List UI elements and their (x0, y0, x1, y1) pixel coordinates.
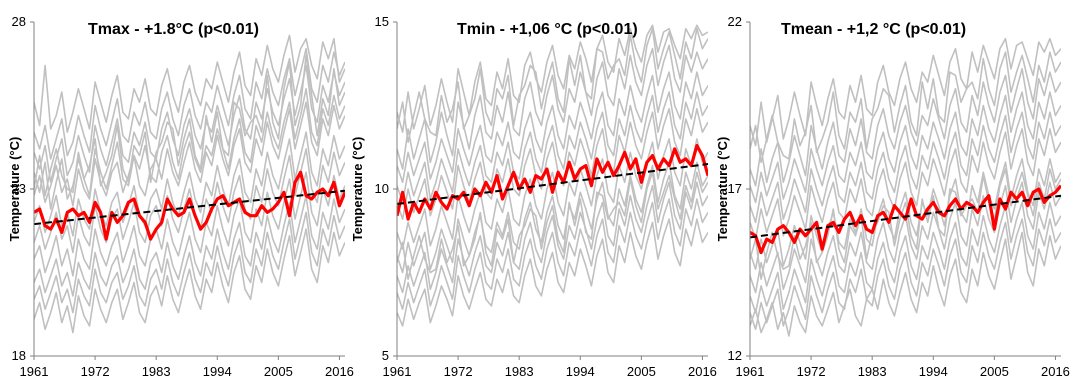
station-series-line (397, 44, 708, 170)
x-tick-label: 2005 (980, 364, 1009, 379)
station-series-line (397, 161, 708, 274)
x-tick-label: 1983 (505, 364, 534, 379)
station-series-line (34, 34, 345, 133)
station-series-line (750, 128, 1061, 240)
y-tick-label: 5 (382, 348, 389, 363)
x-tick-label: 1961 (383, 364, 412, 379)
station-series-line (397, 24, 708, 133)
mean-series-line (34, 170, 345, 241)
station-series-line (750, 218, 1061, 331)
station-series-group (397, 24, 708, 327)
station-series-line (750, 111, 1061, 224)
station-series-line (34, 54, 345, 197)
station-series-line (34, 228, 345, 334)
x-tick-label: 1994 (203, 364, 232, 379)
station-series-group (34, 34, 345, 334)
station-series-line (34, 148, 345, 254)
station-series-group (750, 37, 1061, 337)
mean-series-line (397, 144, 708, 221)
chart-panel-2: 5 10 15 1961 1972 1983 1994 2005 2016 Tmin - +1,0… (350, 14, 717, 379)
y-tick-label: 22 (728, 14, 742, 29)
trend-line (33, 189, 346, 226)
y-tick-label: 28 (12, 14, 26, 29)
x-tick-label: 1972 (797, 364, 826, 379)
station-series-line (397, 181, 708, 294)
x-tick-label: 1994 (566, 364, 595, 379)
station-series-line (397, 71, 708, 184)
station-series-line (750, 37, 1061, 147)
y-tick-label: 12 (728, 348, 742, 363)
y-axis-title: Temperature (°C) (350, 137, 365, 242)
station-series-line (397, 198, 708, 310)
x-tick-label: 2016 (1041, 364, 1070, 379)
mean-series-line (750, 184, 1061, 255)
x-tick-label: 2016 (325, 364, 354, 379)
station-series-line (750, 201, 1061, 314)
y-tick-label: 15 (375, 14, 389, 29)
station-series-line (750, 68, 1061, 187)
panel-title: Tmin - +1,06 °C (p<0.01) (457, 21, 638, 38)
station-series-line (34, 194, 345, 297)
x-tick-label: 1961 (736, 364, 765, 379)
station-series-line (34, 47, 345, 160)
station-series-line (34, 131, 345, 237)
y-tick-label: 10 (375, 181, 389, 196)
y-tick-label: 17 (728, 181, 742, 196)
y-tick-label: 18 (12, 348, 26, 363)
station-series-line (750, 158, 1061, 270)
y-axis-title: Temperature (°C) (7, 137, 22, 242)
y-tick-label: 23 (12, 181, 26, 196)
x-tick-label: 1972 (444, 364, 473, 379)
x-tick-label: 1994 (919, 364, 948, 379)
x-tick-label: 2016 (688, 364, 717, 379)
y-axis-title: Temperature (°C) (715, 137, 730, 242)
station-series-line (397, 108, 708, 220)
station-series-line (750, 231, 1061, 337)
x-tick-label: 2005 (627, 364, 656, 379)
station-series-line (397, 218, 708, 327)
chart-panel-3: 12 17 22 1961 1972 1983 1994 2005 2016 Tmean - +1… (715, 14, 1070, 379)
station-series-line (397, 91, 708, 204)
station-series-line (397, 27, 708, 143)
x-tick-label: 1972 (81, 364, 110, 379)
panel-title: Tmax - +1.8°C (p<0.01) (88, 21, 259, 38)
station-series-line (34, 101, 345, 207)
chart-panel-1: 18 23 28 1961 1972 1983 1994 2005 2016 Tmax - +1.… (7, 14, 354, 379)
station-series-line (34, 88, 345, 210)
station-series-line (397, 171, 708, 280)
station-series-line (750, 51, 1061, 164)
panel-title: Tmean - +1,2 °C (p<0.01) (781, 21, 966, 38)
x-tick-label: 1961 (20, 364, 49, 379)
trend-line (749, 194, 1062, 239)
station-series-line (34, 211, 345, 314)
trend-line (396, 163, 709, 205)
x-tick-label: 1983 (142, 364, 171, 379)
x-tick-label: 1983 (858, 364, 887, 379)
x-tick-label: 2005 (264, 364, 293, 379)
station-series-line (750, 91, 1061, 204)
station-series-line (34, 171, 345, 277)
